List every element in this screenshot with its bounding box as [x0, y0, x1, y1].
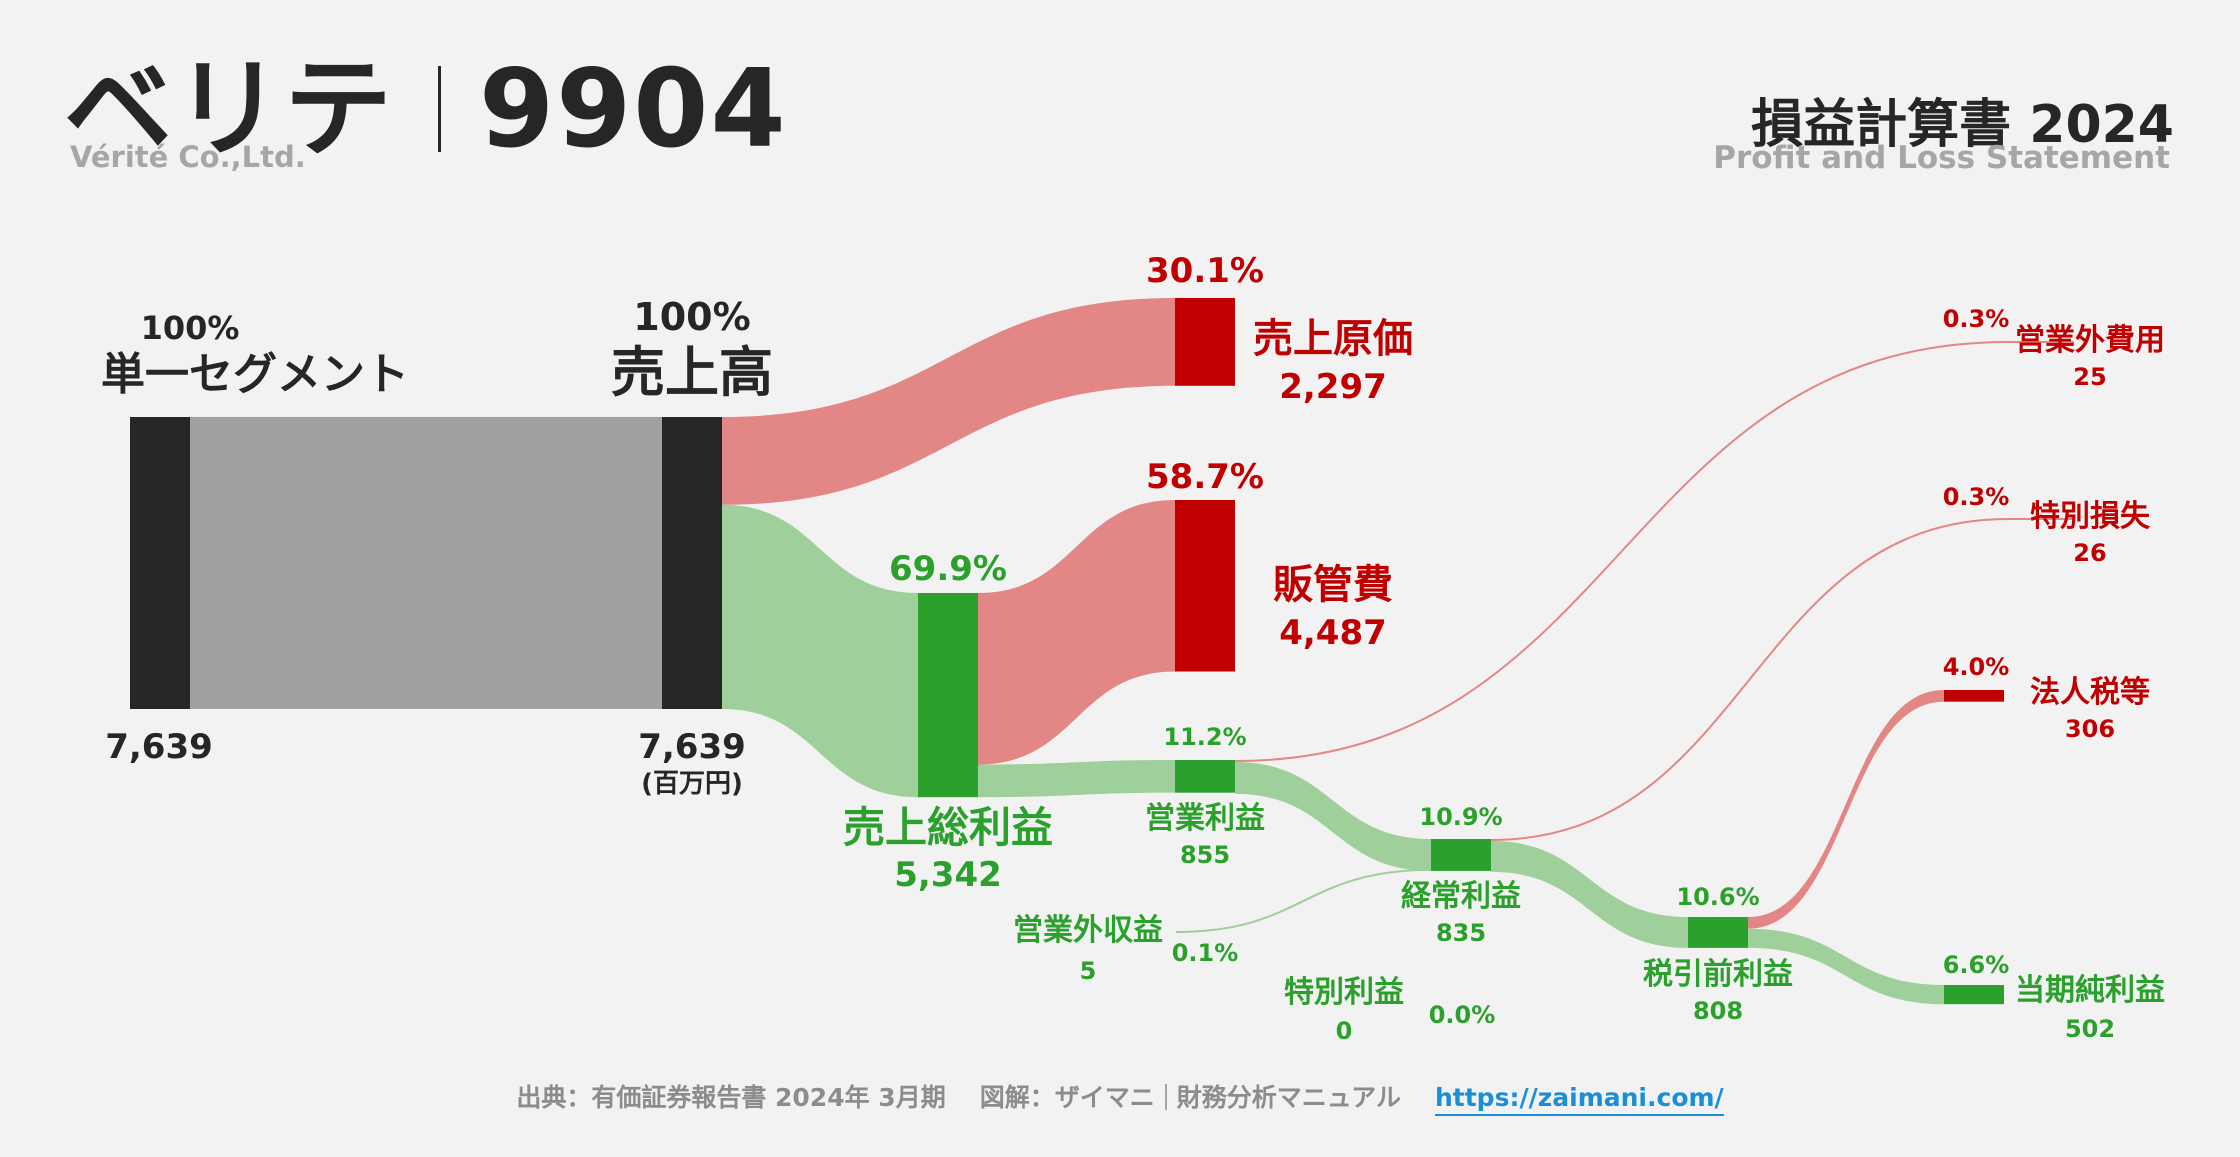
- gross-value: 5,342: [894, 855, 1002, 895]
- node-pretax: [1688, 917, 1748, 948]
- statement-subtitle: Profit and Loss Statement: [1713, 140, 2170, 176]
- footer-separator: [1164, 1084, 1167, 1110]
- flow-revenue-to-cogs: [722, 298, 1175, 505]
- flow-pretax-to-net: [1748, 928, 1944, 1005]
- revenue-pct: 100%: [633, 295, 751, 339]
- sga-pct: 58.7%: [1146, 457, 1264, 497]
- footer-credit: 図解：ザイマニ: [979, 1083, 1155, 1112]
- nonop-income-name: 営業外収益: [1013, 913, 1163, 948]
- unit-label: (百万円): [641, 769, 743, 799]
- pretax-value: 808: [1692, 997, 1744, 1025]
- footer-site-name: 財務分析マニュアル: [1176, 1083, 1401, 1112]
- ordinary-name: 経常利益: [1401, 879, 1521, 914]
- net-income-pct: 6.6%: [1942, 951, 2010, 979]
- flow-segment-to-revenue: [190, 417, 662, 709]
- sga-value: 4,487: [1279, 613, 1387, 653]
- tax-value: 306: [2064, 715, 2116, 743]
- statement-title: 損益計算書 2024: [1751, 95, 2174, 155]
- node-net: [1944, 985, 2004, 1005]
- nonop-income-value: 5: [1079, 957, 1097, 985]
- footer-url-link[interactable]: https://zaimani.com/: [1434, 1083, 1724, 1116]
- extraordinary-loss-value: 26: [2073, 539, 2107, 567]
- node-ordinary: [1431, 839, 1491, 871]
- sankey-flows: [190, 298, 2009, 1005]
- flow-op-to-ordinary: [1235, 762, 1431, 871]
- footer-source: 出典：有価証券報告書 2024年 3月期: [516, 1083, 946, 1112]
- company-name: ベリテ: [64, 47, 395, 172]
- gross-pct: 69.9%: [889, 549, 1007, 589]
- cogs-pct: 30.1%: [1146, 251, 1264, 291]
- extraordinary-gain-name: 特別利益: [1284, 975, 1404, 1010]
- op-pct: 11.2%: [1163, 723, 1247, 751]
- flow-gross-to-op: [978, 760, 1175, 798]
- node-tax: [1944, 690, 2004, 702]
- net-income-name: 当期純利益: [2015, 973, 2165, 1008]
- extraordinary-loss-name: 特別損失: [2030, 499, 2150, 534]
- node-segment: [130, 417, 190, 709]
- nonop-expense-value: 25: [2073, 363, 2107, 391]
- sga-name: 販管費: [1273, 562, 1393, 608]
- segment-pct: 100%: [140, 309, 240, 347]
- cogs-value: 2,297: [1279, 367, 1387, 407]
- nonop-expense-name: 営業外費用: [2015, 323, 2165, 358]
- flow-pretax-to-tax: [1748, 690, 1944, 929]
- ordinary-pct: 10.9%: [1419, 803, 1503, 831]
- ordinary-value: 835: [1435, 919, 1487, 947]
- op-value: 855: [1179, 841, 1231, 869]
- segment-name: 単一セグメント: [101, 349, 409, 400]
- net-income-value: 502: [2064, 1015, 2116, 1043]
- revenue-value: 7,639: [638, 727, 746, 767]
- pretax-name: 税引前利益: [1643, 957, 1793, 992]
- node-sga: [1175, 500, 1235, 672]
- pretax-pct: 10.6%: [1676, 883, 1760, 911]
- flow-ordinary-to-ext_loss: [1490, 518, 2009, 841]
- company-title: ベリテ 9904: [64, 22, 788, 178]
- extraordinary-gain-pct: 0.0%: [1428, 1001, 1496, 1029]
- title-separator: [438, 66, 442, 152]
- nonop-expense-pct: 0.3%: [1942, 305, 2010, 333]
- revenue-name: 売上高: [611, 341, 773, 404]
- node-gross: [918, 593, 978, 798]
- cogs-name: 売上原価: [1253, 316, 1413, 362]
- tax-name: 法人税等: [2030, 675, 2150, 710]
- flow-ordinary-to-pretax: [1491, 841, 1688, 948]
- node-op: [1175, 760, 1235, 793]
- company-name-en: Vérité Co.,Ltd.: [70, 140, 306, 174]
- extraordinary-gain-value: 0: [1335, 1017, 1353, 1045]
- tax-pct: 4.0%: [1942, 653, 2010, 681]
- sankey-nodes: [130, 298, 2074, 1005]
- node-cogs: [1175, 298, 1235, 386]
- gross-name: 売上総利益: [842, 803, 1054, 852]
- op-name: 営業利益: [1145, 801, 1265, 836]
- footer: 出典：有価証券報告書 2024年 3月期 図解：ザイマニ 財務分析マニュアル http…: [0, 1078, 2240, 1116]
- nonop-income-pct: 0.1%: [1171, 939, 1239, 967]
- flow-revenue-to-gross: [722, 504, 918, 798]
- flow-op-to-nonop_exp: [1234, 341, 2009, 762]
- segment-value: 7,639: [105, 727, 213, 767]
- extraordinary-loss-pct: 0.3%: [1942, 483, 2010, 511]
- flow-nonop_inc-to-ordinary: [1175, 868, 1432, 933]
- flow-gross-to-sga: [978, 500, 1175, 765]
- node-revenue: [662, 417, 722, 709]
- ticker-code: 9904: [479, 47, 788, 172]
